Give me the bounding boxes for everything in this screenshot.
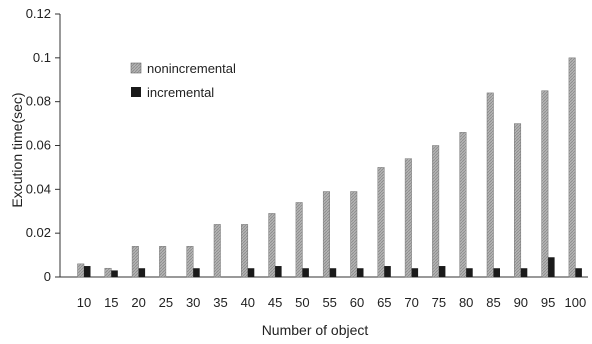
legend: nonincremental incremental	[122, 50, 254, 106]
x-tick-label: 50	[295, 295, 309, 310]
y-tick-label: 0.08	[26, 94, 51, 109]
bar-incremental-70	[411, 268, 419, 277]
bar-nonincremental-10	[77, 263, 85, 278]
bar-nonincremental-15	[104, 267, 112, 278]
x-tick-label: 100	[565, 295, 587, 310]
legend-box	[122, 50, 254, 106]
x-tick-label: 30	[186, 295, 200, 310]
x-tick-label: 25	[159, 295, 173, 310]
bar-nonincremental-75	[432, 145, 440, 278]
bar-incremental-95	[548, 257, 555, 277]
x-tick-label: 40	[241, 295, 255, 310]
x-tick-label: 95	[541, 295, 555, 310]
x-tick-label: 85	[486, 295, 500, 310]
x-tick-label: 45	[268, 295, 282, 310]
bar-nonincremental-60	[350, 191, 358, 278]
legend-label-incremental: incremental	[147, 85, 214, 100]
bar-nonincremental-30	[186, 246, 194, 278]
x-tick-label: 90	[514, 295, 528, 310]
y-axis: 0 0.02 0.04 0.06 0.08 0.1 0.12	[26, 6, 61, 284]
x-axis-title: Number of object	[262, 322, 369, 338]
bar-incremental-50	[302, 268, 309, 277]
legend-label-nonincremental: nonincremental	[147, 61, 236, 76]
bar-incremental-10	[84, 266, 91, 277]
y-axis-title: Excution time(sec)	[9, 92, 25, 207]
y-tick-label: 0.02	[26, 225, 51, 240]
y-tick-label: 0.06	[26, 138, 51, 153]
bar-incremental-40	[247, 268, 255, 277]
bar-nonincremental-90	[514, 123, 522, 278]
x-tick-label: 55	[322, 295, 336, 310]
x-tick-label: 20	[131, 295, 145, 310]
bar-incremental-20	[138, 268, 146, 277]
bar-nonincremental-80	[459, 132, 467, 278]
bar-nonincremental-35	[213, 224, 221, 278]
bar-incremental-65	[384, 266, 391, 277]
x-tick-label: 75	[432, 295, 446, 310]
bar-nonincremental-95	[541, 90, 549, 278]
bar-incremental-100	[575, 268, 582, 277]
bar-nonincremental-45	[268, 213, 276, 278]
x-tick-label: 10	[77, 295, 91, 310]
x-tick-label: 70	[404, 295, 418, 310]
legend-swatch-incremental	[131, 87, 141, 97]
bar-nonincremental-100	[568, 57, 576, 278]
bar-incremental-15	[111, 270, 118, 277]
y-tick-label: 0.12	[26, 6, 51, 21]
bar-nonincremental-20	[131, 246, 139, 278]
x-tick-label: 65	[377, 295, 391, 310]
bar-incremental-30	[193, 268, 200, 277]
bar-nonincremental-70	[404, 158, 412, 278]
bars	[77, 57, 582, 278]
bar-nonincremental-85	[486, 92, 494, 278]
bar-nonincremental-40	[241, 224, 249, 278]
x-tick-label: 60	[350, 295, 364, 310]
bar-nonincremental-25	[159, 246, 167, 278]
x-tick-label: 80	[459, 295, 473, 310]
x-tick-label: 15	[104, 295, 118, 310]
bar-incremental-90	[520, 268, 528, 277]
y-tick-label: 0.1	[33, 50, 51, 65]
x-axis: 10 15 20 25 30 35 40 45 50 55 60 65 70 75 80 85 90 95 100	[60, 276, 588, 310]
bar-nonincremental-55	[322, 191, 330, 278]
bar-incremental-45	[275, 266, 282, 277]
y-tick-label: 0	[44, 269, 51, 284]
bar-incremental-80	[466, 268, 473, 277]
x-tick-label: 35	[213, 295, 227, 310]
bar-incremental-85	[493, 268, 500, 277]
legend-swatch-nonincremental	[130, 62, 142, 74]
bar-nonincremental-65	[377, 167, 385, 278]
bar-incremental-60	[357, 268, 364, 277]
bar-nonincremental-50	[295, 202, 303, 278]
y-tick-label: 0.04	[26, 181, 51, 196]
bar-incremental-55	[329, 268, 337, 277]
bar-incremental-75	[438, 266, 446, 277]
